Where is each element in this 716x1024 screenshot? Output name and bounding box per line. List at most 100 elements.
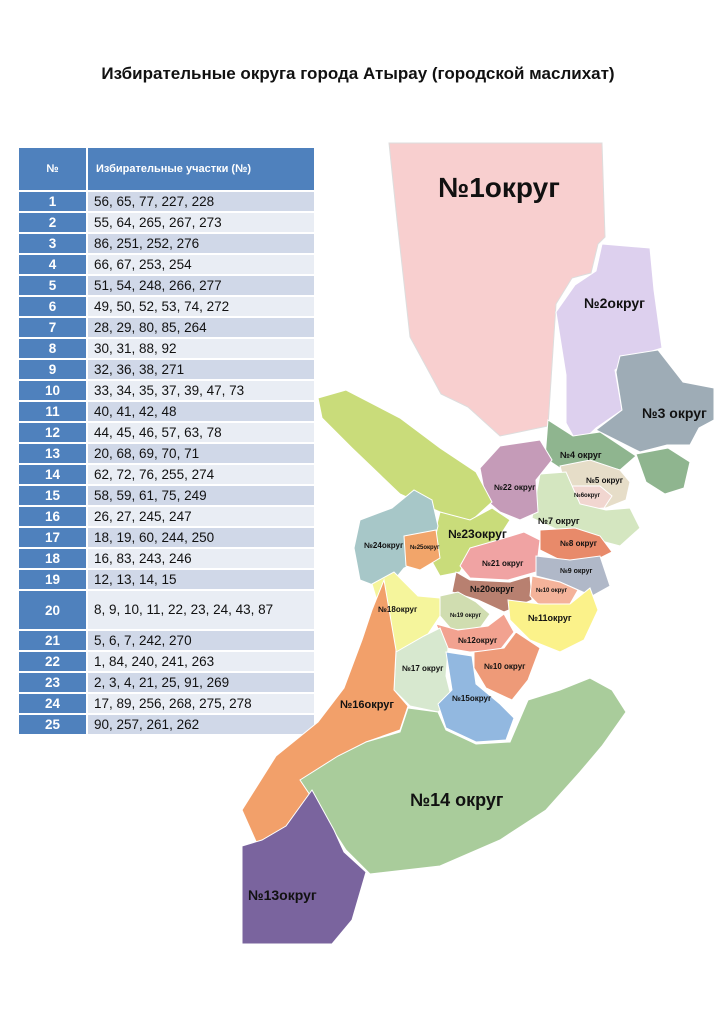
label-district-2: №2округ: [584, 295, 645, 311]
label-district-25: №25округ: [410, 544, 440, 551]
label-district-15: №15округ: [452, 694, 492, 703]
table-row: 14 62, 72, 76, 255, 274: [19, 463, 314, 484]
label-district-16: №16округ: [340, 699, 394, 711]
district-number: 10: [19, 379, 88, 400]
district-number: 16: [19, 505, 88, 526]
district-sites: 26, 27, 245, 247: [88, 505, 314, 526]
district-3-area: [595, 349, 715, 453]
district-sites: 55, 64, 265, 267, 273: [88, 211, 314, 232]
district-sites: 16, 83, 243, 246: [88, 547, 314, 568]
table-header: № Избирательные участки (№): [19, 148, 314, 190]
table-row: 8 30, 31, 88, 92: [19, 337, 314, 358]
district-sites: 62, 72, 76, 255, 274: [88, 463, 314, 484]
table-row: 13 20, 68, 69, 70, 71: [19, 442, 314, 463]
district-number: 4: [19, 253, 88, 274]
label-district-5: №5 округ: [586, 476, 624, 485]
district-number: 12: [19, 421, 88, 442]
district-number: 23: [19, 671, 88, 692]
district-15-area: [437, 651, 515, 743]
table-row: 7 28, 29, 80, 85, 264: [19, 316, 314, 337]
label-district-21: №21 округ: [482, 559, 524, 568]
district-sites: 30, 31, 88, 92: [88, 337, 314, 358]
district-sites: 28, 29, 80, 85, 264: [88, 316, 314, 337]
district-sites: 86, 251, 252, 276: [88, 232, 314, 253]
label-district-14: №14 округ: [410, 790, 504, 810]
page-title: Избирательные округа города Атырау (горо…: [101, 64, 615, 83]
district-25-area: [317, 389, 493, 523]
table-row: 23 2, 3, 4, 21, 25, 91, 269: [19, 671, 314, 692]
table-row: 20 8, 9, 10, 11, 22, 23, 24, 43, 87: [19, 589, 314, 629]
district-number: 7: [19, 316, 88, 337]
district-number: 19: [19, 568, 88, 589]
district-19-area: [439, 591, 491, 631]
label-district-22: №22 округ: [494, 483, 536, 492]
district-22-area: [479, 439, 553, 521]
district-number: 8: [19, 337, 88, 358]
district-2-area: [555, 243, 663, 446]
table-row: 15 58, 59, 61, 75, 249: [19, 484, 314, 505]
district-sites: 5, 6, 7, 242, 270: [88, 629, 314, 650]
label-district-6: №6округ: [574, 492, 601, 499]
district-number: 20: [19, 589, 88, 629]
district-number: 24: [19, 692, 88, 713]
district-number: 25: [19, 713, 88, 734]
district-sites: 20, 68, 69, 70, 71: [88, 442, 314, 463]
district-13-area: [241, 789, 367, 945]
label-district-11: №11округ: [528, 613, 572, 623]
district-number: 1: [19, 190, 88, 211]
table-row: 4 66, 67, 253, 254: [19, 253, 314, 274]
table-row: 3 86, 251, 252, 276: [19, 232, 314, 253]
table-row: 19 12, 13, 14, 15: [19, 568, 314, 589]
district-sites: 51, 54, 248, 266, 277: [88, 274, 314, 295]
label-district-18: №18округ: [378, 605, 418, 614]
header-sites: Избирательные участки (№): [96, 163, 251, 175]
table-row: 6 49, 50, 52, 53, 74, 272: [19, 295, 314, 316]
table-row: 11 40, 41, 42, 48: [19, 400, 314, 421]
district-1-area: [388, 142, 606, 437]
district-sites: 58, 59, 61, 75, 249: [88, 484, 314, 505]
district-sites: 17, 89, 256, 268, 275, 278: [88, 692, 314, 713]
table-row: 25 90, 257, 261, 262: [19, 713, 314, 734]
label-district-4: №4 округ: [560, 450, 602, 460]
district-number: 22: [19, 650, 88, 671]
district-number: 11: [19, 400, 88, 421]
district-8-area: [539, 527, 613, 561]
district-17-area: [393, 627, 453, 713]
table-row: 2 55, 64, 265, 267, 273: [19, 211, 314, 232]
district-sites: 49, 50, 52, 53, 74, 272: [88, 295, 314, 316]
district-sites: 32, 36, 38, 271: [88, 358, 314, 379]
label-district-12: №12округ: [458, 636, 498, 645]
district-number: 2: [19, 211, 88, 232]
label-district-1: №1округ: [438, 172, 560, 203]
district-11-area: [507, 587, 599, 653]
district-4-area: [544, 419, 637, 471]
district-number: 21: [19, 629, 88, 650]
district-14-area: [299, 677, 627, 875]
district-number: 6: [19, 295, 88, 316]
district-10-area: [473, 631, 541, 701]
table-row: 9 32, 36, 38, 271: [19, 358, 314, 379]
district-sites: 66, 67, 253, 254: [88, 253, 314, 274]
district-12-area: [435, 613, 515, 653]
label-district-10: №10 округ: [484, 662, 526, 671]
label-district-7: №7 округ: [538, 516, 580, 526]
label-district-19: №19 округ: [450, 612, 482, 619]
district-number: 17: [19, 526, 88, 547]
label-district-17: №17 округ: [402, 664, 444, 673]
district-sites: 12, 13, 14, 15: [88, 568, 314, 589]
table-row: 18 16, 83, 243, 246: [19, 547, 314, 568]
district-number: 5: [19, 274, 88, 295]
district-sites: 18, 19, 60, 244, 250: [88, 526, 314, 547]
table-row: 10 33, 34, 35, 37, 39, 47, 73: [19, 379, 314, 400]
district-sites: 8, 9, 10, 11, 22, 23, 24, 43, 87: [88, 589, 314, 629]
district-sites: 2, 3, 4, 21, 25, 91, 269: [88, 671, 314, 692]
district-sites: 1, 84, 240, 241, 263: [88, 650, 314, 671]
label-district-20: №20округ: [470, 584, 514, 594]
district-number: 18: [19, 547, 88, 568]
district-sites: 44, 45, 46, 57, 63, 78: [88, 421, 314, 442]
district-sites: 40, 41, 42, 48: [88, 400, 314, 421]
label-district-10-small: №10 округ: [536, 587, 568, 594]
district-east-area: [635, 447, 691, 495]
district-number: 15: [19, 484, 88, 505]
